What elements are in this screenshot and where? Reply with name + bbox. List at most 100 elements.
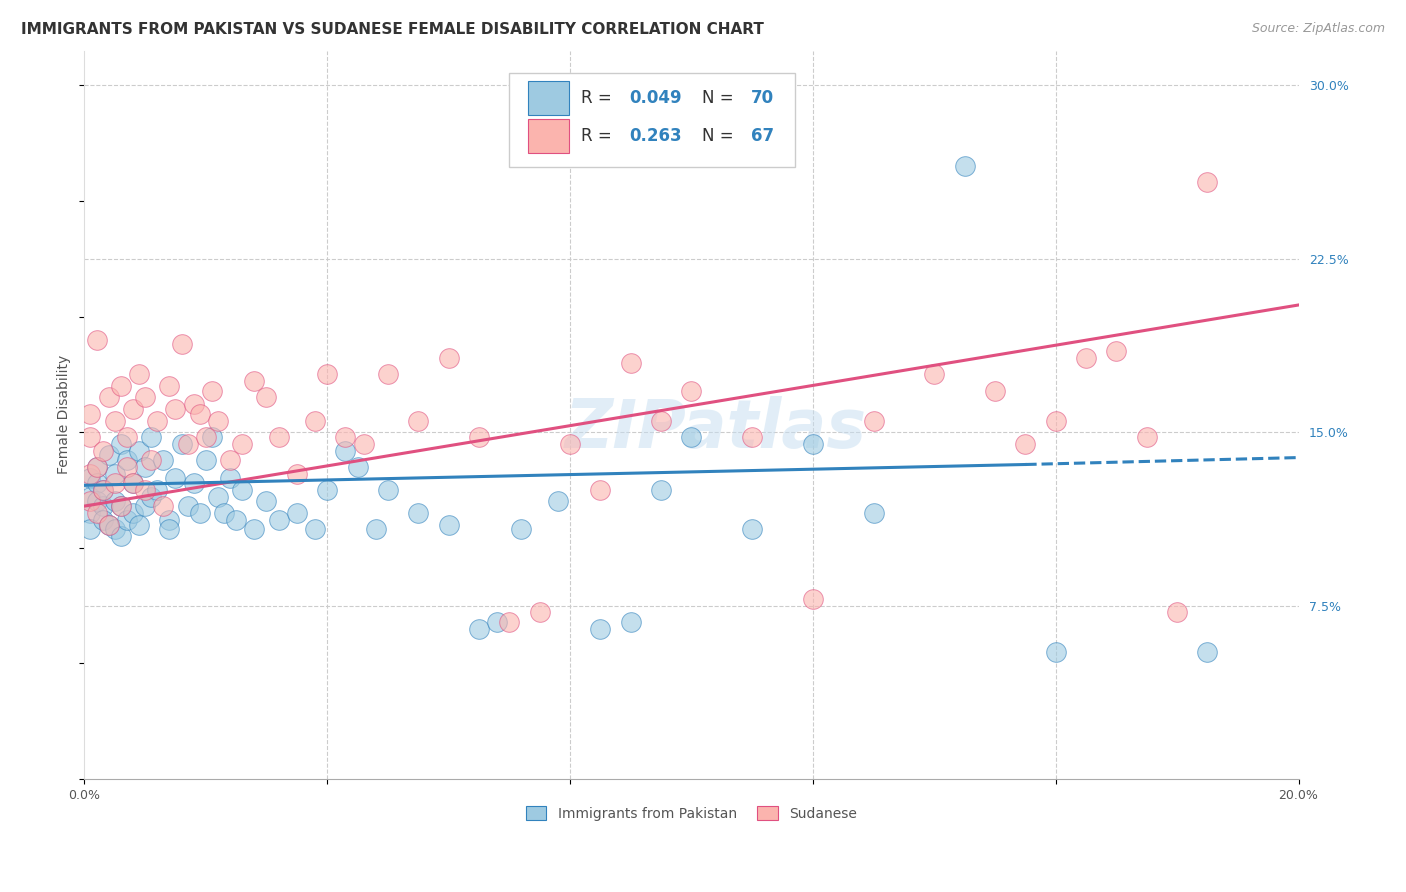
Point	[146, 483, 169, 497]
Point	[862, 413, 884, 427]
Point	[1105, 344, 1128, 359]
Point	[134, 459, 156, 474]
Point	[219, 471, 242, 485]
FancyBboxPatch shape	[527, 120, 569, 153]
Point	[104, 467, 127, 481]
Point	[110, 379, 132, 393]
Point	[128, 517, 150, 532]
Point	[91, 513, 114, 527]
Legend: Immigrants from Pakistan, Sudanese: Immigrants from Pakistan, Sudanese	[520, 801, 863, 827]
Point	[183, 397, 205, 411]
Point	[176, 499, 198, 513]
Point	[170, 436, 193, 450]
Point	[741, 430, 763, 444]
Text: R =: R =	[581, 127, 617, 145]
Point	[316, 483, 339, 497]
Point	[188, 506, 211, 520]
Point	[510, 522, 533, 536]
Point	[97, 517, 120, 532]
Point	[122, 475, 145, 490]
Point	[141, 453, 163, 467]
Point	[110, 499, 132, 513]
Point	[110, 499, 132, 513]
Point	[1014, 436, 1036, 450]
Point	[377, 368, 399, 382]
Point	[86, 475, 108, 490]
Text: 0.049: 0.049	[630, 89, 682, 107]
Point	[1197, 176, 1219, 190]
Point	[86, 459, 108, 474]
Point	[115, 513, 138, 527]
Point	[267, 430, 290, 444]
Point	[110, 436, 132, 450]
Point	[183, 475, 205, 490]
Point	[529, 606, 551, 620]
Point	[620, 356, 643, 370]
Point	[86, 506, 108, 520]
Point	[122, 402, 145, 417]
Point	[589, 483, 612, 497]
Point	[406, 413, 429, 427]
Point	[285, 467, 308, 481]
Point	[437, 351, 460, 366]
Point	[225, 513, 247, 527]
Point	[801, 591, 824, 606]
Point	[134, 499, 156, 513]
Point	[91, 483, 114, 497]
Point	[104, 475, 127, 490]
Point	[104, 522, 127, 536]
Point	[335, 430, 357, 444]
Point	[134, 391, 156, 405]
Point	[79, 506, 101, 520]
Point	[157, 522, 180, 536]
Point	[91, 443, 114, 458]
Y-axis label: Female Disability: Female Disability	[58, 355, 72, 475]
Point	[86, 333, 108, 347]
Point	[207, 413, 229, 427]
Point	[128, 368, 150, 382]
Text: 67: 67	[751, 127, 775, 145]
Point	[157, 379, 180, 393]
Text: IMMIGRANTS FROM PAKISTAN VS SUDANESE FEMALE DISABILITY CORRELATION CHART: IMMIGRANTS FROM PAKISTAN VS SUDANESE FEM…	[21, 22, 763, 37]
Point	[1136, 430, 1159, 444]
Point	[79, 522, 101, 536]
Point	[437, 517, 460, 532]
Point	[801, 436, 824, 450]
Point	[353, 436, 375, 450]
Text: Source: ZipAtlas.com: Source: ZipAtlas.com	[1251, 22, 1385, 36]
Point	[97, 391, 120, 405]
Point	[377, 483, 399, 497]
Point	[468, 622, 491, 636]
Text: N =: N =	[703, 127, 740, 145]
Point	[681, 384, 703, 398]
Point	[79, 430, 101, 444]
Point	[922, 368, 945, 382]
Point	[243, 374, 266, 388]
Point	[681, 430, 703, 444]
Point	[620, 615, 643, 629]
Point	[207, 490, 229, 504]
Point	[406, 506, 429, 520]
Point	[1045, 645, 1067, 659]
Point	[141, 490, 163, 504]
FancyBboxPatch shape	[527, 81, 569, 115]
Point	[104, 494, 127, 508]
Point	[231, 483, 253, 497]
Point	[304, 522, 326, 536]
Point	[243, 522, 266, 536]
Point	[115, 430, 138, 444]
Point	[91, 483, 114, 497]
Point	[468, 430, 491, 444]
Point	[194, 453, 217, 467]
Point	[115, 459, 138, 474]
Point	[91, 499, 114, 513]
Point	[1045, 413, 1067, 427]
Text: N =: N =	[703, 89, 740, 107]
Point	[558, 436, 581, 450]
Point	[176, 436, 198, 450]
Point	[141, 430, 163, 444]
Point	[104, 413, 127, 427]
Point	[128, 443, 150, 458]
Point	[984, 384, 1007, 398]
Point	[79, 494, 101, 508]
